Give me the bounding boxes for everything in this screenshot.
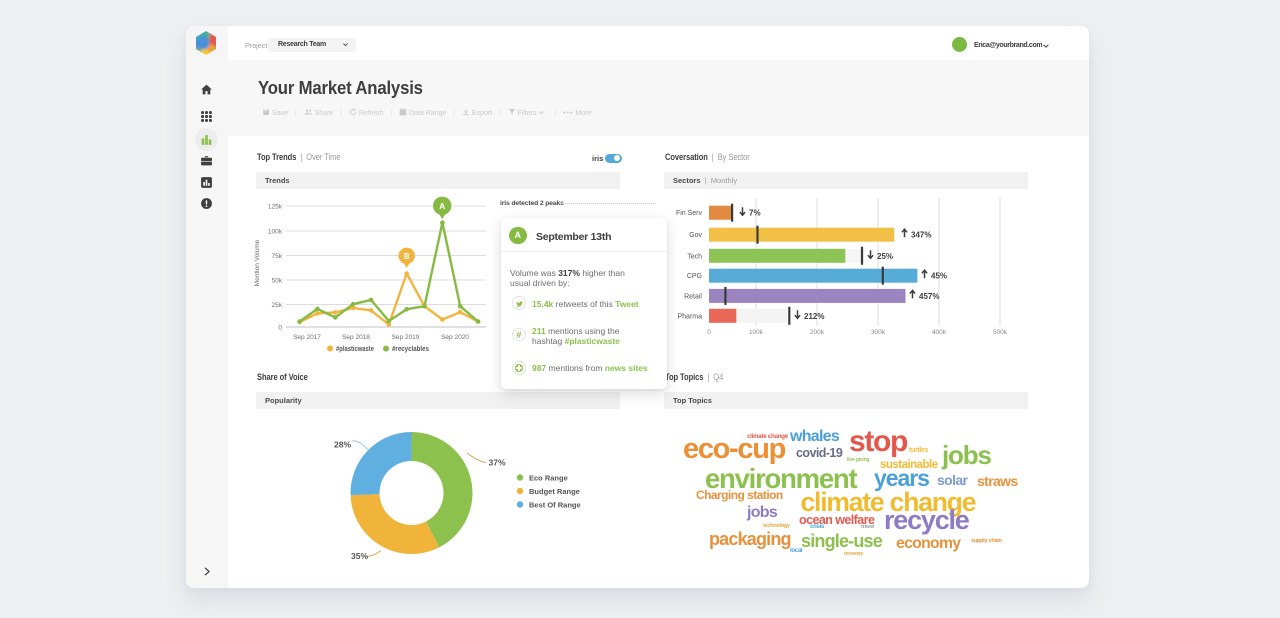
svg-text:Best Of Range: Best Of Range [529,501,581,510]
svg-text:0: 0 [278,325,282,332]
svg-text:347%: 347% [911,231,931,240]
svg-text:Fin Serv: Fin Serv [676,210,703,217]
svg-text:500k: 500k [993,329,1008,336]
svg-text:75k: 75k [272,253,283,260]
svg-text:Budget Range: Budget Range [529,487,580,496]
svg-text:200k: 200k [810,329,825,336]
svg-text:100k: 100k [268,229,283,236]
svg-text:37%: 37% [489,458,506,468]
svg-text:457%: 457% [919,292,939,301]
svg-text:Sep 2019: Sep 2019 [392,334,420,341]
svg-text:B: B [404,252,410,261]
svg-text:45%: 45% [931,272,947,281]
svg-text:7%: 7% [749,209,761,218]
svg-text:Tech: Tech [687,253,702,260]
svg-text:28%: 28% [334,440,351,450]
svg-text:100k: 100k [749,329,764,336]
svg-text:A: A [439,201,445,211]
svg-text:#plasticwaste: #plasticwaste [336,346,374,353]
svg-text:50k: 50k [272,278,283,285]
svg-text:400k: 400k [932,329,947,336]
svg-text:CPG: CPG [687,273,702,280]
svg-text:125k: 125k [268,204,283,211]
svg-text:35%: 35% [351,551,368,561]
svg-text:212%: 212% [804,312,824,321]
svg-text:Eco Range: Eco Range [529,474,568,483]
svg-text:Mention Volume: Mention Volume [254,239,261,286]
svg-text:#recyclables: #recyclables [392,346,429,353]
svg-text:Sep 2020: Sep 2020 [441,334,469,341]
svg-text:25%: 25% [877,252,893,261]
svg-text:Gov: Gov [689,232,702,239]
svg-text:Pharma: Pharma [677,313,702,320]
svg-text:0: 0 [707,329,711,336]
svg-text:25k: 25k [272,302,283,309]
svg-text:Retail: Retail [684,293,702,300]
svg-text:Sep 2018: Sep 2018 [342,334,370,341]
svg-text:300k: 300k [871,329,886,336]
svg-text:Sep 2017: Sep 2017 [293,334,321,341]
